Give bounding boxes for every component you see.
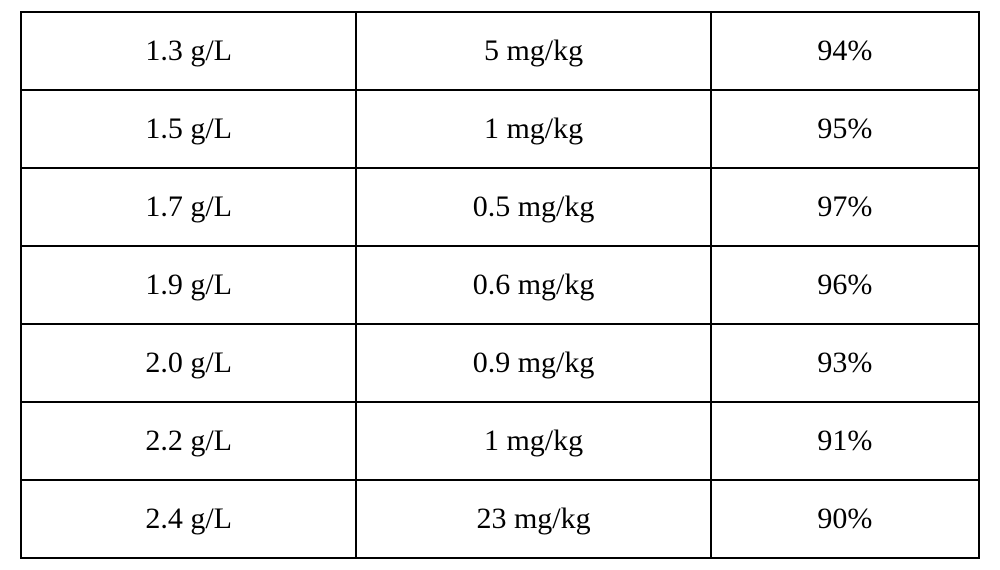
data-table-container: 1.3 g/L 5 mg/kg 94% 1.5 g/L 1 mg/kg 95% … — [20, 11, 980, 559]
cell-concentration: 2.0 g/L — [21, 324, 356, 402]
cell-percentage: 91% — [711, 402, 979, 480]
cell-dosage: 23 mg/kg — [356, 480, 710, 558]
table-row: 1.7 g/L 0.5 mg/kg 97% — [21, 168, 979, 246]
cell-percentage: 97% — [711, 168, 979, 246]
cell-dosage: 0.5 mg/kg — [356, 168, 710, 246]
cell-concentration: 1.9 g/L — [21, 246, 356, 324]
table-row: 1.3 g/L 5 mg/kg 94% — [21, 12, 979, 90]
cell-dosage: 5 mg/kg — [356, 12, 710, 90]
cell-percentage: 94% — [711, 12, 979, 90]
cell-percentage: 96% — [711, 246, 979, 324]
cell-concentration: 2.2 g/L — [21, 402, 356, 480]
cell-concentration: 2.4 g/L — [21, 480, 356, 558]
table-row: 1.5 g/L 1 mg/kg 95% — [21, 90, 979, 168]
table-row: 2.2 g/L 1 mg/kg 91% — [21, 402, 979, 480]
data-table-body: 1.3 g/L 5 mg/kg 94% 1.5 g/L 1 mg/kg 95% … — [21, 12, 979, 558]
table-row: 1.9 g/L 0.6 mg/kg 96% — [21, 246, 979, 324]
cell-dosage: 1 mg/kg — [356, 402, 710, 480]
cell-concentration: 1.3 g/L — [21, 12, 356, 90]
cell-concentration: 1.7 g/L — [21, 168, 356, 246]
cell-dosage: 0.6 mg/kg — [356, 246, 710, 324]
cell-percentage: 93% — [711, 324, 979, 402]
cell-dosage: 0.9 mg/kg — [356, 324, 710, 402]
cell-dosage: 1 mg/kg — [356, 90, 710, 168]
table-row: 2.4 g/L 23 mg/kg 90% — [21, 480, 979, 558]
table-row: 2.0 g/L 0.9 mg/kg 93% — [21, 324, 979, 402]
cell-percentage: 90% — [711, 480, 979, 558]
cell-percentage: 95% — [711, 90, 979, 168]
cell-concentration: 1.5 g/L — [21, 90, 356, 168]
data-table: 1.3 g/L 5 mg/kg 94% 1.5 g/L 1 mg/kg 95% … — [20, 11, 980, 559]
